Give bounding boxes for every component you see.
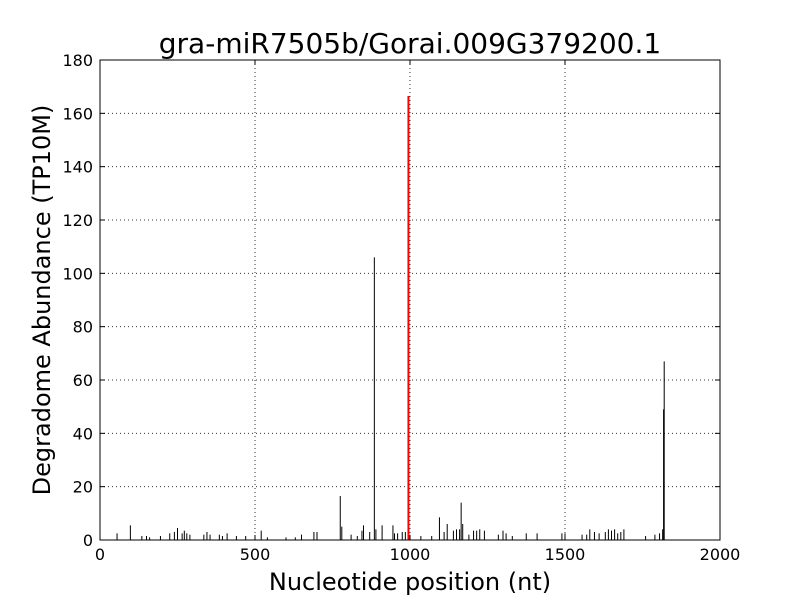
y-tick-label: 60 bbox=[73, 371, 93, 390]
x-tick-label: 0 bbox=[95, 545, 105, 564]
y-tick-label: 20 bbox=[73, 478, 93, 497]
y-tick-label: 80 bbox=[73, 318, 93, 337]
y-tick-label: 160 bbox=[62, 104, 93, 123]
chart-title: gra-miR7505b/Gorai.009G379200.1 bbox=[159, 27, 661, 60]
x-axis-label: Nucleotide position (nt) bbox=[269, 568, 551, 596]
x-tick-label: 1500 bbox=[545, 545, 586, 564]
x-tick-label: 1000 bbox=[390, 545, 431, 564]
y-tick-label: 120 bbox=[62, 211, 93, 230]
y-tick-label: 140 bbox=[62, 158, 93, 177]
y-tick-label: 40 bbox=[73, 424, 93, 443]
y-axis-label: Degradome Abundance (TP10M) bbox=[28, 105, 56, 496]
ticks-layer: 0 500 1000 1500 2000 0 20 40 60 80 100 120 140 160 180 bbox=[62, 51, 740, 564]
y-tick-label: 100 bbox=[62, 264, 93, 283]
bars-layer bbox=[116, 96, 665, 540]
x-tick-label: 500 bbox=[240, 545, 271, 564]
grid-layer bbox=[100, 60, 720, 540]
y-tick-label: 180 bbox=[62, 51, 93, 70]
y-tick-label: 0 bbox=[83, 531, 93, 550]
x-tick-label: 2000 bbox=[700, 545, 741, 564]
